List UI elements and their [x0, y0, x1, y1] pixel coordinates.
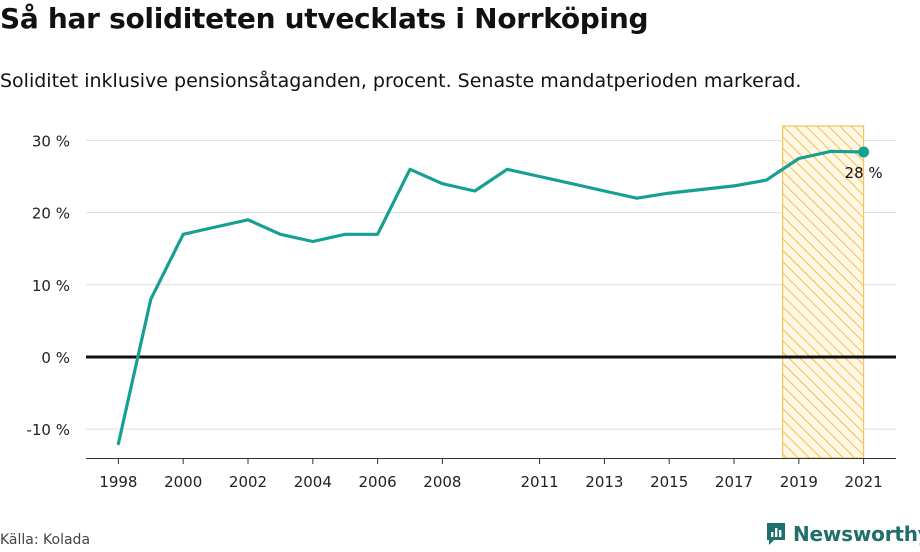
series-line: [116, 149, 866, 446]
y-tick-label: 20 %: [32, 205, 70, 223]
source-note: Källa: Kolada: [0, 532, 91, 548]
newsworthy-icon: [767, 523, 785, 545]
brand-name: Newsworthy: [793, 522, 920, 546]
x-tick-label: 1998: [99, 473, 137, 491]
x-tick-label: 2013: [585, 473, 623, 491]
x-tick-label: 2006: [359, 473, 397, 491]
y-tick-label: 30 %: [32, 132, 70, 150]
y-tick-label: 10 %: [32, 277, 70, 295]
chart-title: Så har soliditeten utvecklats i Norrköpi…: [0, 2, 649, 35]
y-tick-label: 0 %: [41, 349, 70, 367]
x-tick-label: 2000: [164, 473, 202, 491]
last-point-marker: [858, 146, 870, 158]
x-tick-label: 2004: [294, 473, 332, 491]
x-tick-label: 2021: [845, 473, 883, 491]
newsworthy-logo: Newsworthy: [765, 520, 920, 548]
x-tick-label: 2019: [780, 473, 818, 491]
x-tick-label: 2002: [229, 473, 267, 491]
x-tick-label: 2015: [650, 473, 688, 491]
y-tick-label: -10 %: [26, 421, 70, 439]
highlight-period: [781, 125, 865, 459]
value-annotation: 28 %: [845, 164, 883, 182]
chart-subtitle: Soliditet inklusive pensionsåtaganden, p…: [0, 70, 802, 92]
x-tick-label: 2008: [423, 473, 461, 491]
x-tick-label: 2017: [715, 473, 753, 491]
x-tick-label: 2011: [521, 473, 559, 491]
